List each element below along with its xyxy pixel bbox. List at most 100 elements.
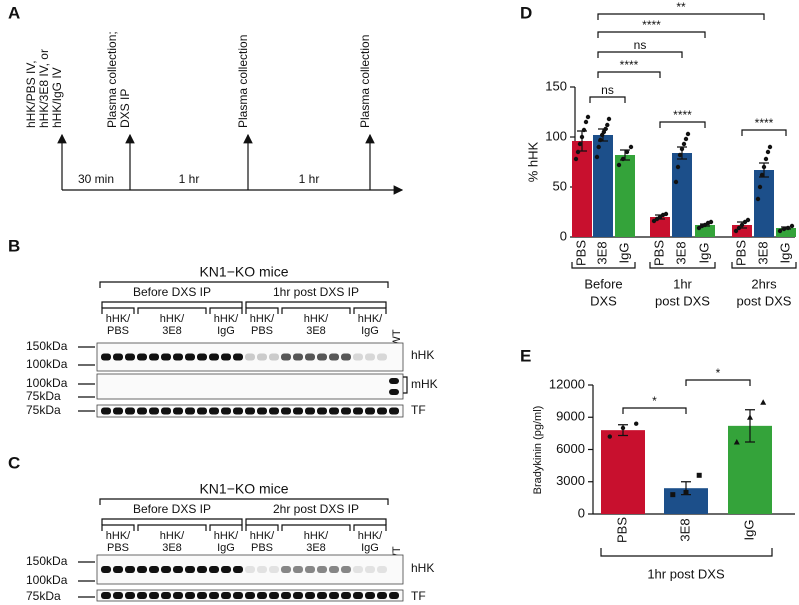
group-label: PBS bbox=[107, 325, 129, 337]
band bbox=[113, 566, 123, 573]
band bbox=[125, 407, 135, 415]
data-point bbox=[585, 114, 591, 120]
event-label: hHK/3E8 IV, or bbox=[37, 49, 51, 128]
group-label: hHK/ bbox=[250, 313, 275, 325]
data-point bbox=[759, 172, 765, 178]
band bbox=[317, 407, 327, 415]
panel-label: B bbox=[8, 236, 20, 255]
band-label: hHK bbox=[411, 348, 434, 362]
band bbox=[137, 592, 147, 599]
significance-bracket bbox=[589, 96, 626, 103]
x-tick-label: 3E8 bbox=[594, 241, 609, 264]
x-tick-label: PBS bbox=[733, 240, 748, 266]
band bbox=[317, 353, 327, 361]
band bbox=[305, 592, 315, 599]
data-point bbox=[789, 223, 795, 229]
bracket bbox=[101, 307, 135, 314]
panel-label: E bbox=[520, 346, 531, 365]
significance-label: **** bbox=[673, 108, 692, 122]
data-point bbox=[581, 127, 587, 133]
y-tick-label: 100 bbox=[545, 128, 567, 143]
band bbox=[197, 407, 207, 415]
band bbox=[137, 353, 147, 361]
band bbox=[389, 378, 399, 384]
bar bbox=[593, 135, 613, 237]
significance-bracket bbox=[597, 51, 683, 58]
data-point bbox=[755, 196, 761, 202]
significance-bracket bbox=[597, 71, 661, 78]
band bbox=[233, 407, 243, 415]
band bbox=[293, 566, 303, 573]
significance-label: * bbox=[652, 394, 657, 408]
band bbox=[281, 407, 291, 415]
bracket bbox=[137, 307, 207, 314]
band bbox=[137, 407, 147, 415]
group-label: Before bbox=[584, 276, 622, 291]
bracket bbox=[281, 524, 351, 531]
data-point bbox=[606, 116, 612, 122]
blot-box bbox=[96, 373, 404, 400]
bar bbox=[754, 170, 774, 237]
data-point bbox=[745, 217, 751, 223]
wt-label: WT bbox=[391, 329, 403, 346]
marker-label: 75kDa bbox=[26, 589, 61, 603]
group-label: PBS bbox=[251, 325, 273, 337]
band bbox=[233, 353, 243, 361]
group-label: 3E8 bbox=[162, 325, 182, 337]
band bbox=[221, 566, 231, 573]
bracket bbox=[137, 524, 207, 531]
band bbox=[149, 407, 159, 415]
band bbox=[209, 353, 219, 361]
band bbox=[365, 353, 375, 361]
group-label: IgG bbox=[361, 542, 379, 554]
group-label: hHK/ bbox=[304, 313, 329, 325]
band bbox=[149, 592, 159, 599]
band bbox=[269, 566, 279, 573]
data-point bbox=[634, 421, 639, 426]
x-tick-label: IgG bbox=[696, 243, 711, 264]
group-label: hHK/ bbox=[214, 530, 239, 542]
panel-label: D bbox=[520, 3, 532, 22]
band bbox=[365, 592, 375, 599]
data-point bbox=[670, 492, 676, 498]
band bbox=[341, 592, 351, 599]
group-label: hHK/ bbox=[358, 313, 383, 325]
significance-label: ns bbox=[601, 83, 614, 97]
band bbox=[125, 353, 135, 361]
bracket bbox=[209, 524, 243, 531]
data-point bbox=[594, 154, 600, 160]
blot-title: KN1−KO mice bbox=[199, 264, 288, 280]
band bbox=[353, 592, 363, 599]
band bbox=[269, 407, 279, 415]
band bbox=[365, 407, 375, 415]
band bbox=[377, 407, 387, 415]
blot-box bbox=[96, 342, 404, 372]
group-bracket bbox=[600, 548, 773, 557]
bracket bbox=[209, 307, 243, 314]
data-point bbox=[603, 126, 608, 132]
band bbox=[137, 566, 147, 573]
band bbox=[293, 592, 303, 599]
band bbox=[197, 353, 207, 361]
data-point bbox=[696, 472, 702, 478]
band bbox=[281, 592, 291, 599]
significance-bracket bbox=[741, 129, 787, 136]
band bbox=[341, 566, 351, 573]
band bbox=[269, 592, 279, 599]
y-axis-title: % hHK bbox=[525, 141, 540, 182]
data-point bbox=[760, 399, 767, 405]
band bbox=[317, 566, 327, 573]
band bbox=[185, 592, 195, 599]
significance-label: ** bbox=[676, 0, 686, 14]
band bbox=[161, 353, 171, 361]
marker-label: 100kDa bbox=[26, 357, 68, 371]
data-point bbox=[708, 219, 714, 225]
band bbox=[329, 353, 339, 361]
data-point bbox=[607, 434, 612, 439]
bracket bbox=[99, 498, 389, 505]
data-point bbox=[747, 414, 753, 420]
group-label: 3E8 bbox=[162, 542, 182, 554]
x-tick-label: 3E8 bbox=[755, 241, 770, 264]
band bbox=[377, 592, 387, 599]
data-point bbox=[673, 179, 679, 185]
